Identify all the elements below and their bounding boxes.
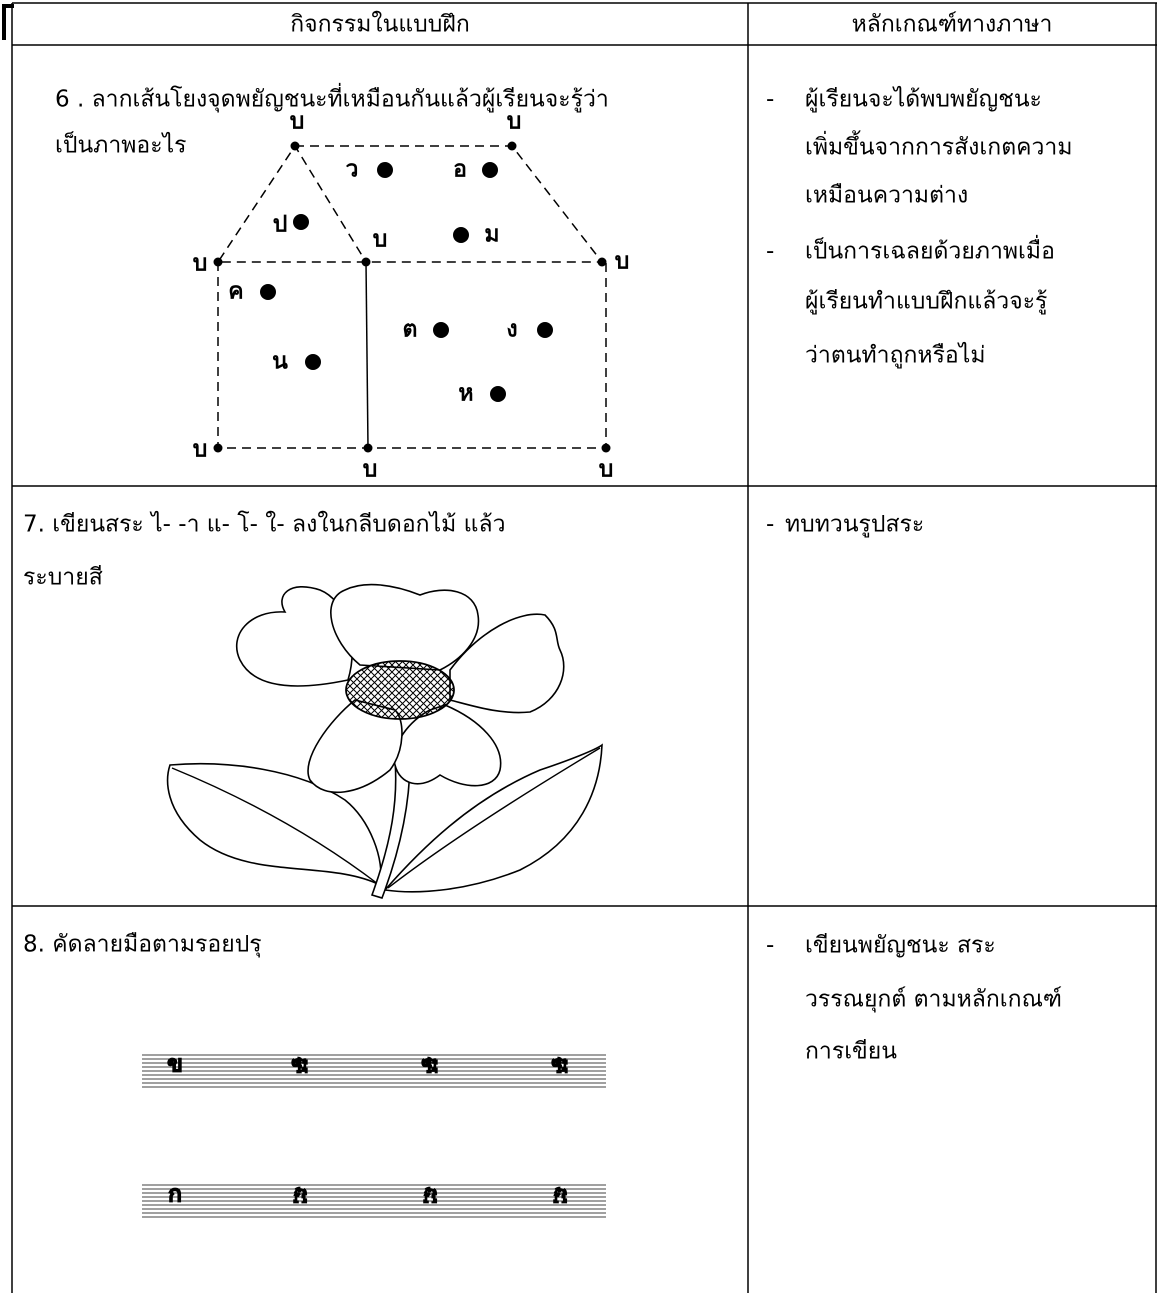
house-outline xyxy=(217,262,607,449)
trace-glyph: ก xyxy=(293,1182,307,1208)
letter-dot xyxy=(305,354,321,370)
vertex-label: บ xyxy=(615,249,630,275)
flower-drawing xyxy=(166,583,603,899)
letter-dot xyxy=(537,322,553,338)
activity-text: ระบายสี xyxy=(23,565,103,591)
principle-text: การเขียน xyxy=(805,1039,897,1065)
vertex-dot xyxy=(597,257,607,267)
letter-label: ม xyxy=(484,222,499,248)
flower-center xyxy=(345,660,455,720)
bullet-dash: - xyxy=(766,512,774,538)
bullet-dash: - xyxy=(766,933,774,959)
bullet-dash: - xyxy=(766,239,774,265)
leaf xyxy=(166,762,382,887)
letter-dot xyxy=(377,162,393,178)
petal xyxy=(449,613,565,714)
principle-text: วรรณยุกต์ ตามหลักเกณฑ์ xyxy=(805,986,1062,1013)
column-header: หลักเกณฑ์ทางภาษา xyxy=(852,11,1053,38)
letter-label: น xyxy=(272,349,288,375)
vertex-dot xyxy=(507,141,517,151)
house-diagram: บบบบบบบ บว อป มคต งนห xyxy=(193,109,630,483)
trace-glyph: ก xyxy=(423,1182,437,1208)
leaf xyxy=(383,743,603,893)
principle-text: ว่าตนทำถูกหรือไม่ xyxy=(805,342,985,369)
vertex-dot xyxy=(601,443,611,453)
vertex-label: บ xyxy=(193,437,208,463)
house-wall xyxy=(365,261,369,449)
vertex-label: บ xyxy=(507,109,522,135)
letter-dot xyxy=(433,322,449,338)
vertex-dot xyxy=(363,443,373,453)
column-header: กิจกรรมในแบบฝึก xyxy=(290,11,470,38)
bullet-dash: - xyxy=(766,87,774,113)
principle-text: เหมือนความต่าง xyxy=(805,183,968,209)
vertex-dot xyxy=(213,257,223,267)
letter-dot xyxy=(482,162,498,178)
letter-label: ว xyxy=(346,157,359,183)
house-outline xyxy=(216,144,604,263)
activity-text: 7. เขียนสระ ไ- -า แ- โ- ใ- ลงในกลีบดอกไม… xyxy=(23,511,505,538)
model-glyph: ข xyxy=(167,1052,183,1078)
tracing-practice: ข ข ข ขก ก ก ก xyxy=(142,1050,606,1218)
principle-text: เพิ่มขึ้นจากการสังเกตความ xyxy=(805,131,1073,161)
vertex-label: บ xyxy=(290,109,305,135)
model-glyph: ก xyxy=(168,1182,182,1208)
principle-text: เขียนพยัญชนะ สระ xyxy=(805,933,996,959)
vertex-label: บ xyxy=(599,457,614,483)
trace-glyph: ก xyxy=(553,1182,567,1208)
activity-text: เป็นภาพอะไร xyxy=(55,130,187,159)
petal xyxy=(307,699,403,794)
letter-label: ต xyxy=(403,317,418,343)
vertex-dot xyxy=(290,141,300,151)
letter-label: ค xyxy=(228,279,243,305)
corner-mark xyxy=(2,4,14,40)
letter-label: ห xyxy=(458,381,473,407)
leaf-vein xyxy=(171,767,379,885)
letter-dot xyxy=(453,227,469,243)
trace-glyph: ข xyxy=(422,1052,438,1078)
principle-text: เป็นการเฉลยด้วยภาพเมื่อ xyxy=(805,235,1055,265)
stem xyxy=(370,759,411,899)
activity-text: 8. คัดลายมือตามรอยปรุ xyxy=(23,932,262,958)
vertex-dot xyxy=(213,443,223,453)
vertex-dot xyxy=(361,257,371,267)
letter-dot xyxy=(490,386,506,402)
table-content: กิจกรรมในแบบฝึก หลักเกณฑ์ทางภาษา 6 . ลากเส… xyxy=(23,11,1073,1065)
leaf-vein xyxy=(387,747,601,889)
trace-glyph: ข xyxy=(292,1052,308,1078)
letter-dot xyxy=(260,284,276,300)
petal xyxy=(330,583,480,671)
principle-text: ทบทวนรูปสระ xyxy=(785,512,924,538)
activity-text: 6 . ลากเส้นโยงจุดพยัญชนะที่เหมือนกันแล้ว… xyxy=(55,83,609,113)
principle-text: ผู้เรียนจะได้พบพยัญชนะ xyxy=(805,86,1042,113)
letter-dot xyxy=(293,214,309,230)
vertex-label: บ xyxy=(373,227,388,253)
vertex-label: บ xyxy=(363,457,378,483)
letter-label: ง xyxy=(506,317,517,343)
principle-text: ผู้เรียนทำแบบฝึกแล้วจะรู้ xyxy=(805,289,1047,315)
trace-glyph: ข xyxy=(552,1052,568,1078)
letter-label: อ xyxy=(453,157,467,183)
vertex-label: บ xyxy=(193,251,208,277)
letter-label: ป xyxy=(273,212,288,238)
